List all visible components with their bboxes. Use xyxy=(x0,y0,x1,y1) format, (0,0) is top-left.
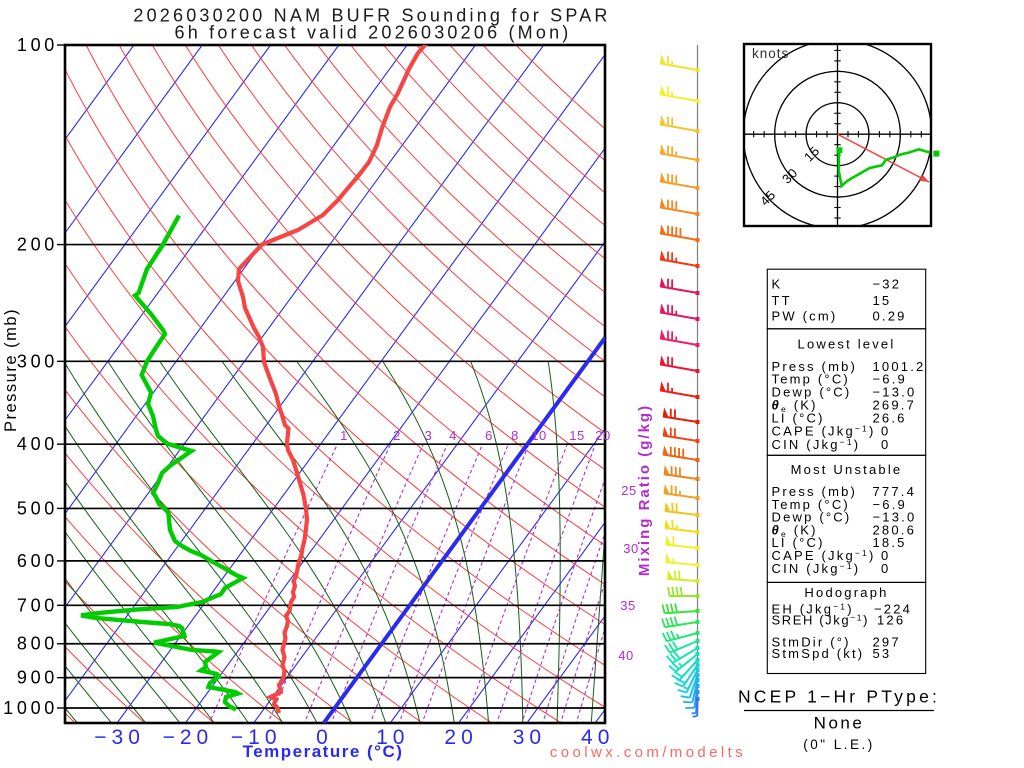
svg-text:4: 4 xyxy=(449,428,457,443)
svg-text:EH (Jkg−1): EH (Jkg−1) xyxy=(772,602,854,617)
svg-text:400: 400 xyxy=(17,434,58,454)
svg-text:900: 900 xyxy=(17,668,58,688)
svg-text:K: K xyxy=(772,277,783,292)
svg-text:35: 35 xyxy=(620,598,635,613)
svg-text:3: 3 xyxy=(425,428,433,443)
svg-text:2026030200 NAM BUFR Sounding f: 2026030200 NAM BUFR Sounding for SPAR xyxy=(133,6,610,26)
svg-text:coolwx.com/modelts: coolwx.com/modelts xyxy=(550,744,746,761)
svg-text:6h forecast valid 2026030206 (: 6h forecast valid 2026030206 (Mon) xyxy=(175,23,572,43)
svg-text:777.4: 777.4 xyxy=(873,484,917,499)
svg-text:100: 100 xyxy=(17,35,58,55)
svg-text:−20: −20 xyxy=(163,726,214,749)
svg-text:LI (°C): LI (°C) xyxy=(772,535,825,550)
svg-text:20: 20 xyxy=(595,428,610,443)
svg-text:1000: 1000 xyxy=(3,698,58,718)
svg-text:0: 0 xyxy=(881,437,890,452)
svg-text:Dewp (°C): Dewp (°C) xyxy=(772,385,852,400)
svg-text:0: 0 xyxy=(881,424,890,439)
svg-text:PW (cm): PW (cm) xyxy=(772,309,838,324)
svg-text:Temp (°C): Temp (°C) xyxy=(772,497,850,512)
svg-text:25: 25 xyxy=(621,483,636,498)
svg-text:Temp (°C): Temp (°C) xyxy=(772,371,850,386)
svg-text:18.5: 18.5 xyxy=(873,535,907,550)
svg-text:200: 200 xyxy=(17,235,58,255)
svg-text:−13.0: −13.0 xyxy=(873,385,917,400)
svg-text:Temperature (°C): Temperature (°C) xyxy=(243,742,404,761)
svg-text:Lowest level: Lowest level xyxy=(798,337,896,352)
svg-text:297: 297 xyxy=(873,635,901,650)
svg-text:−32: −32 xyxy=(873,277,902,292)
svg-text:−224: −224 xyxy=(874,602,912,617)
svg-text:θe (K): θe (K) xyxy=(772,398,818,415)
svg-text:SREH (Jkg−1): SREH (Jkg−1) xyxy=(772,613,870,628)
svg-text:53: 53 xyxy=(873,646,892,661)
svg-text:CAPE (Jkg−1): CAPE (Jkg−1) xyxy=(772,424,876,439)
svg-text:10: 10 xyxy=(376,726,409,749)
svg-text:30: 30 xyxy=(623,541,638,556)
svg-text:40: 40 xyxy=(581,726,614,749)
svg-text:280.6: 280.6 xyxy=(873,522,917,537)
svg-text:500: 500 xyxy=(17,498,58,518)
svg-text:−30: −30 xyxy=(94,726,145,749)
svg-text:20: 20 xyxy=(444,726,477,749)
svg-text:600: 600 xyxy=(17,551,58,571)
svg-text:(0" L.E.): (0" L.E.) xyxy=(803,737,875,752)
svg-text:10: 10 xyxy=(531,428,546,443)
svg-text:−13.0: −13.0 xyxy=(873,510,917,525)
svg-text:0.29: 0.29 xyxy=(873,309,907,324)
svg-text:40: 40 xyxy=(618,648,633,663)
svg-text:26.6: 26.6 xyxy=(873,411,907,426)
svg-text:15: 15 xyxy=(873,293,892,308)
svg-text:CAPE (Jkg−1): CAPE (Jkg−1) xyxy=(772,548,876,563)
svg-text:300: 300 xyxy=(17,351,58,371)
svg-text:126: 126 xyxy=(877,613,905,628)
svg-text:0: 0 xyxy=(881,548,890,563)
svg-text:Press (mb): Press (mb) xyxy=(772,359,858,374)
svg-text:−6.9: −6.9 xyxy=(873,497,907,512)
svg-text:Most Unstable: Most Unstable xyxy=(791,462,903,477)
svg-text:269.7: 269.7 xyxy=(873,398,917,413)
svg-text:Mixing Ratio (g/kg): Mixing Ratio (g/kg) xyxy=(636,404,653,576)
svg-text:TT: TT xyxy=(772,293,792,308)
svg-text:1001.2: 1001.2 xyxy=(873,359,926,374)
svg-text:Press (mb): Press (mb) xyxy=(772,484,858,499)
svg-text:0: 0 xyxy=(316,726,333,749)
svg-text:−10: −10 xyxy=(231,726,282,749)
svg-text:Dewp (°C): Dewp (°C) xyxy=(772,510,852,525)
svg-text:knots: knots xyxy=(752,46,789,61)
svg-text:LI (°C): LI (°C) xyxy=(772,411,825,426)
svg-text:StmSpd (kt): StmSpd (kt) xyxy=(772,646,865,661)
svg-text:None: None xyxy=(814,714,865,733)
svg-text:0: 0 xyxy=(881,561,890,576)
svg-text:15: 15 xyxy=(569,428,584,443)
svg-text:700: 700 xyxy=(17,595,58,615)
svg-text:6: 6 xyxy=(485,428,493,443)
svg-text:8: 8 xyxy=(511,428,519,443)
svg-text:CIN (Jkg−1): CIN (Jkg−1) xyxy=(772,437,861,452)
svg-text:2: 2 xyxy=(393,428,401,443)
svg-text:Pressure (mb): Pressure (mb) xyxy=(2,308,20,432)
svg-text:30: 30 xyxy=(513,726,546,749)
svg-text:NCEP 1−Hr PType:: NCEP 1−Hr PType: xyxy=(738,687,940,707)
svg-text:Hodograph: Hodograph xyxy=(804,585,888,600)
svg-text:−6.9: −6.9 xyxy=(873,371,907,386)
svg-text:θe (K): θe (K) xyxy=(772,522,818,539)
svg-text:CIN (Jkg−1): CIN (Jkg−1) xyxy=(772,561,861,576)
svg-text:800: 800 xyxy=(17,634,58,654)
svg-text:1: 1 xyxy=(340,428,348,443)
svg-text:StmDir (°): StmDir (°) xyxy=(772,635,851,650)
